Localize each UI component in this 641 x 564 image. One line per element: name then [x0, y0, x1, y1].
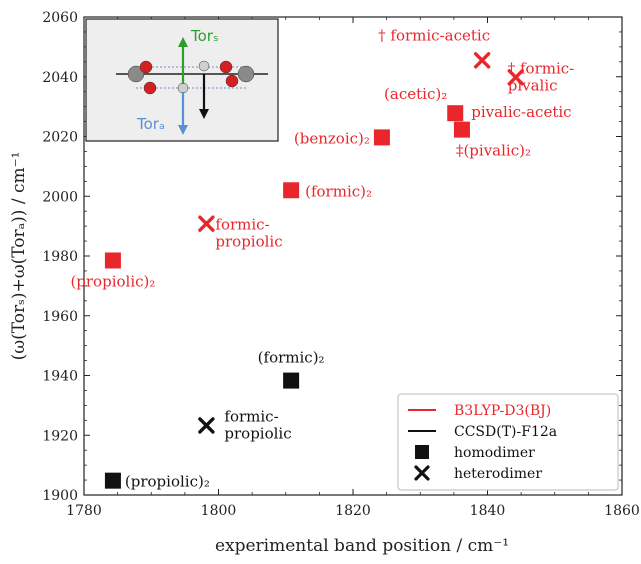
square-marker — [373, 129, 390, 146]
legend: B3LYP-D3(BJ) CCSD(T)-F12a homodimer heterod… — [397, 393, 619, 491]
x-tick-label: 1800 — [201, 503, 237, 519]
point-label: † formic-acetic — [378, 26, 490, 44]
cross-stroke — [198, 215, 215, 232]
cross-stroke — [414, 465, 430, 481]
y-tick-label: 2000 — [42, 189, 78, 205]
tor-a-arrowhead — [178, 125, 188, 135]
point-label: (formic)₂ — [258, 349, 325, 367]
tor-s-arrowhead — [178, 37, 188, 47]
point-label-line: pivalic — [508, 76, 558, 94]
y-tick-label: 1900 — [42, 488, 78, 504]
x-tick-label: 1840 — [470, 503, 506, 519]
legend-cross-swatch — [414, 465, 430, 481]
point-label-line: ‡(pivalic)₂ — [456, 142, 531, 160]
point-label-line: (benzoic)₂ — [294, 129, 370, 147]
point-label-line: propiolic — [215, 233, 282, 251]
x-tick-label: 1860 — [604, 503, 640, 519]
cross-stroke — [507, 69, 524, 86]
point-label: pivalic-acetic — [471, 103, 571, 121]
cross-stroke — [473, 52, 491, 69]
point-label: (benzoic)₂ — [294, 129, 370, 147]
atom — [237, 65, 255, 83]
atom — [177, 82, 189, 94]
point-label-line: propiolic — [224, 424, 291, 442]
black-arrowhead — [199, 109, 209, 119]
point-label-line: (propiolic)₂ — [125, 473, 210, 491]
square-marker — [283, 182, 300, 199]
square-marker — [104, 252, 121, 269]
point-label: ‡(pivalic)₂ — [456, 142, 531, 160]
atom — [225, 74, 239, 88]
molecule-inset: Torₛ Torₐ — [85, 18, 279, 142]
tor-s-label: Torₛ — [190, 27, 219, 45]
point-label-line: (acetic)₂ — [384, 85, 447, 103]
point-labels: (propiolic)₂ (formic)₂ (benzoic)₂ (acetic)₂… — [70, 26, 574, 490]
point-label-line: † formic- — [508, 59, 575, 77]
point-label: formic-propiolic — [224, 407, 291, 442]
point-label-line: (formic)₂ — [305, 182, 372, 200]
point-label: (propiolic)₂ — [125, 473, 210, 491]
y-tick-label: 2040 — [42, 70, 78, 86]
legend-label: B3LYP-D3(BJ) — [454, 403, 551, 419]
point-label: formic-propiolic — [215, 216, 282, 251]
atom — [198, 60, 210, 72]
square-marker — [453, 121, 470, 138]
point-label: (propiolic)₂ — [70, 272, 155, 290]
y-tick-label: 1960 — [42, 309, 78, 325]
point-label: † formic-pivalic — [508, 59, 575, 94]
x-axis-label: experimental band position / cm⁻¹ — [215, 536, 509, 556]
y-tick-label: 2060 — [42, 10, 78, 26]
y-tick-label: 1920 — [42, 428, 78, 444]
point-label: (acetic)₂ — [384, 85, 447, 103]
point-label-line: pivalic-acetic — [471, 103, 571, 121]
tor-a-label: Torₐ — [136, 115, 165, 133]
atom — [143, 81, 157, 95]
data-points — [104, 52, 524, 489]
square-marker — [283, 372, 300, 389]
point-label-line: † formic-acetic — [378, 26, 490, 44]
cross-marker — [198, 417, 215, 434]
x-tick-label: 1780 — [66, 503, 102, 519]
cross-stroke — [198, 417, 215, 434]
cross-marker — [473, 52, 491, 69]
legend-label: heterodimer — [454, 466, 542, 482]
legend-label: CCSD(T)-F12a — [454, 424, 557, 440]
cross-marker — [198, 215, 215, 232]
point-label-line: (formic)₂ — [258, 349, 325, 367]
y-tick-label: 2020 — [42, 130, 78, 146]
point-label: (formic)₂ — [305, 182, 372, 200]
square-marker — [447, 105, 464, 122]
point-label-line: formic- — [224, 407, 278, 425]
atom — [127, 65, 145, 83]
y-tick-label: 1940 — [42, 369, 78, 385]
legend-box — [397, 393, 619, 491]
point-label-line: formic- — [215, 216, 269, 234]
point-label-line: (propiolic)₂ — [70, 272, 155, 290]
legend-label: homodimer — [454, 445, 535, 461]
x-tick-label: 1820 — [335, 503, 371, 519]
legend-square-swatch — [415, 445, 429, 459]
y-axis-label: (ω(Torₛ)+ω(Torₐ)) / cm⁻¹ — [9, 152, 29, 361]
cross-marker — [507, 69, 524, 86]
square-marker — [104, 472, 121, 489]
axes: 1780 1800 1820 1840 1860 1900 1920 1940 1960 1980… — [42, 10, 639, 519]
y-tick-label: 1980 — [42, 249, 78, 265]
atom — [219, 60, 233, 74]
atom — [139, 60, 153, 74]
